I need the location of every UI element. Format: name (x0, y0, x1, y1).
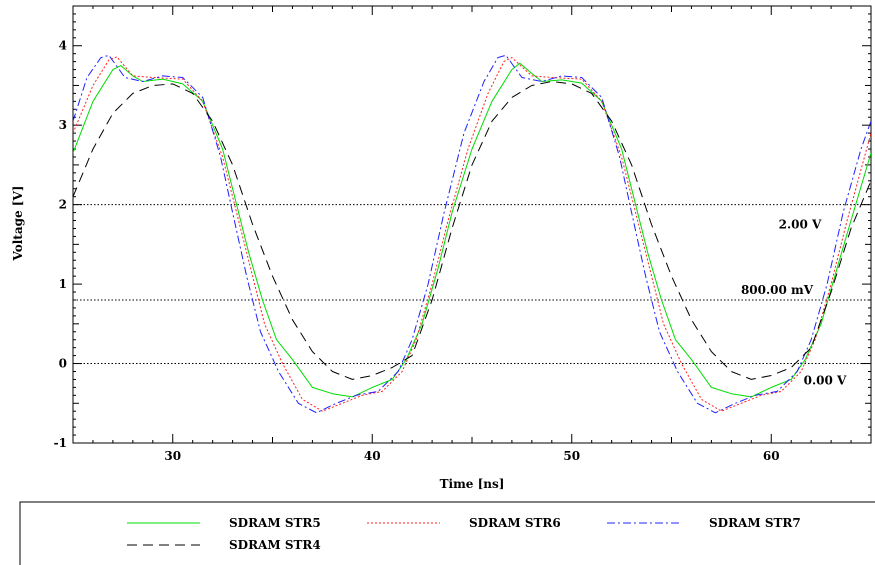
y-axis-title: Voltage [V] (11, 186, 25, 262)
y-tick-label: 1 (59, 277, 67, 291)
series-line (73, 62, 871, 398)
x-tick-label: 30 (164, 449, 181, 463)
series-line (73, 81, 871, 380)
x-tick-label: 40 (364, 449, 381, 463)
y-tick-label: 4 (59, 39, 67, 53)
reference-line-label: 800.00 mV (741, 283, 814, 297)
x-tick-label: 60 (763, 449, 780, 463)
legend-label: SDRAM STR5 (229, 516, 321, 530)
series-group (73, 54, 871, 414)
plot-frame (72, 5, 872, 444)
reference-line-labels: 2.00 V 800.00 mV 0.00 V (741, 218, 847, 388)
y-tick-label: 3 (59, 118, 67, 132)
legend: SDRAM STR5 SDRAM STR6 SDRAM STR7 SDRAM STR4 (127, 516, 801, 552)
reference-line-label: 0.00 V (804, 374, 847, 388)
legend-label: SDRAM STR7 (709, 516, 801, 530)
series-line (73, 54, 871, 414)
x-tick-label: 50 (563, 449, 580, 463)
series-line (73, 56, 871, 412)
y-tick-label: 0 (59, 357, 67, 371)
reference-lines (73, 204, 871, 365)
legend-box (19, 501, 875, 565)
y-tick-label: -1 (54, 436, 67, 450)
reference-line-label: 2.00 V (779, 218, 822, 232)
y-tick-label: 2 (59, 198, 67, 212)
x-axis-title: Time [ns] (440, 477, 505, 491)
legend-label: SDRAM STR6 (469, 516, 561, 530)
tick-labels: 30 40 50 60 -1 0 1 2 3 4 (54, 39, 780, 463)
legend-label: SDRAM STR4 (229, 538, 321, 552)
axis-ticks (72, 5, 872, 444)
